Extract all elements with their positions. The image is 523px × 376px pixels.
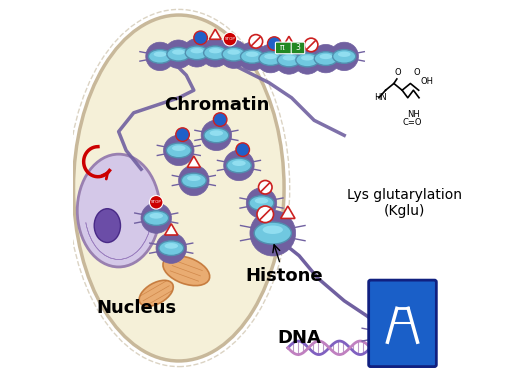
Circle shape bbox=[293, 46, 322, 74]
Circle shape bbox=[256, 44, 285, 73]
Ellipse shape bbox=[181, 173, 206, 188]
Circle shape bbox=[146, 42, 174, 71]
Circle shape bbox=[304, 38, 318, 52]
Circle shape bbox=[178, 165, 209, 196]
Ellipse shape bbox=[226, 158, 252, 173]
Ellipse shape bbox=[249, 196, 274, 211]
Text: π: π bbox=[280, 44, 285, 52]
Circle shape bbox=[236, 143, 249, 156]
Ellipse shape bbox=[254, 222, 291, 244]
Circle shape bbox=[275, 46, 303, 74]
Circle shape bbox=[194, 31, 207, 44]
FancyBboxPatch shape bbox=[276, 42, 293, 54]
Circle shape bbox=[183, 39, 211, 67]
Text: O: O bbox=[413, 68, 420, 77]
Ellipse shape bbox=[320, 54, 332, 59]
Circle shape bbox=[220, 40, 248, 68]
Ellipse shape bbox=[154, 52, 166, 57]
Ellipse shape bbox=[228, 50, 240, 55]
Ellipse shape bbox=[159, 241, 184, 256]
Ellipse shape bbox=[144, 211, 168, 226]
Circle shape bbox=[201, 39, 230, 67]
Circle shape bbox=[370, 315, 408, 354]
Ellipse shape bbox=[338, 52, 350, 57]
Circle shape bbox=[330, 42, 358, 71]
Ellipse shape bbox=[150, 213, 163, 219]
Circle shape bbox=[141, 203, 172, 233]
Text: Histone: Histone bbox=[245, 245, 323, 285]
Ellipse shape bbox=[77, 154, 160, 267]
Ellipse shape bbox=[241, 50, 264, 63]
Circle shape bbox=[238, 42, 266, 71]
Ellipse shape bbox=[282, 55, 295, 61]
Text: 3: 3 bbox=[295, 44, 300, 52]
Ellipse shape bbox=[190, 48, 203, 53]
Circle shape bbox=[258, 180, 272, 194]
Circle shape bbox=[223, 32, 237, 46]
Ellipse shape bbox=[166, 143, 191, 158]
Ellipse shape bbox=[264, 54, 277, 59]
Ellipse shape bbox=[381, 328, 398, 335]
Text: Lys glutarylation
(Kglu): Lys glutarylation (Kglu) bbox=[347, 188, 462, 218]
Circle shape bbox=[156, 233, 187, 263]
Text: O: O bbox=[395, 68, 402, 77]
Polygon shape bbox=[187, 156, 200, 167]
Circle shape bbox=[249, 35, 263, 48]
Circle shape bbox=[250, 210, 295, 256]
Ellipse shape bbox=[203, 46, 227, 60]
Ellipse shape bbox=[209, 48, 222, 53]
Ellipse shape bbox=[167, 47, 190, 61]
Ellipse shape bbox=[373, 325, 405, 344]
Ellipse shape bbox=[263, 226, 283, 234]
Circle shape bbox=[176, 128, 189, 141]
Ellipse shape bbox=[255, 198, 268, 204]
Ellipse shape bbox=[246, 52, 258, 57]
Text: OH: OH bbox=[420, 77, 433, 86]
Ellipse shape bbox=[204, 128, 229, 143]
Ellipse shape bbox=[185, 46, 208, 60]
Polygon shape bbox=[209, 29, 221, 39]
Polygon shape bbox=[165, 224, 178, 235]
Ellipse shape bbox=[163, 256, 210, 286]
Ellipse shape bbox=[74, 15, 284, 361]
Ellipse shape bbox=[277, 53, 301, 67]
Polygon shape bbox=[281, 206, 295, 218]
Ellipse shape bbox=[94, 209, 120, 243]
Text: HN: HN bbox=[374, 92, 387, 102]
Text: C=O: C=O bbox=[403, 118, 422, 127]
Ellipse shape bbox=[296, 53, 319, 67]
Ellipse shape bbox=[259, 52, 282, 65]
Ellipse shape bbox=[314, 52, 337, 65]
Circle shape bbox=[257, 206, 274, 223]
Polygon shape bbox=[283, 36, 295, 47]
Ellipse shape bbox=[165, 243, 178, 249]
Ellipse shape bbox=[187, 175, 201, 181]
Ellipse shape bbox=[172, 50, 185, 55]
Ellipse shape bbox=[301, 55, 314, 61]
Text: STOP: STOP bbox=[151, 200, 162, 204]
Ellipse shape bbox=[333, 50, 356, 63]
Text: Chromatin: Chromatin bbox=[164, 96, 269, 114]
Circle shape bbox=[213, 113, 227, 126]
Circle shape bbox=[201, 120, 232, 150]
Text: DNA: DNA bbox=[277, 329, 321, 347]
Ellipse shape bbox=[172, 146, 186, 151]
Circle shape bbox=[312, 44, 340, 73]
Circle shape bbox=[150, 196, 163, 209]
Ellipse shape bbox=[222, 47, 245, 61]
Text: Nucleus: Nucleus bbox=[96, 299, 176, 317]
Circle shape bbox=[224, 150, 254, 181]
Ellipse shape bbox=[149, 50, 172, 63]
Ellipse shape bbox=[139, 280, 173, 306]
Ellipse shape bbox=[232, 160, 246, 166]
Circle shape bbox=[164, 135, 194, 166]
Circle shape bbox=[164, 40, 192, 68]
Circle shape bbox=[246, 188, 277, 218]
Circle shape bbox=[268, 37, 281, 50]
Text: STOP: STOP bbox=[224, 37, 235, 41]
FancyBboxPatch shape bbox=[291, 42, 305, 54]
Text: NH: NH bbox=[407, 109, 420, 118]
FancyBboxPatch shape bbox=[369, 280, 436, 367]
Ellipse shape bbox=[210, 130, 223, 136]
